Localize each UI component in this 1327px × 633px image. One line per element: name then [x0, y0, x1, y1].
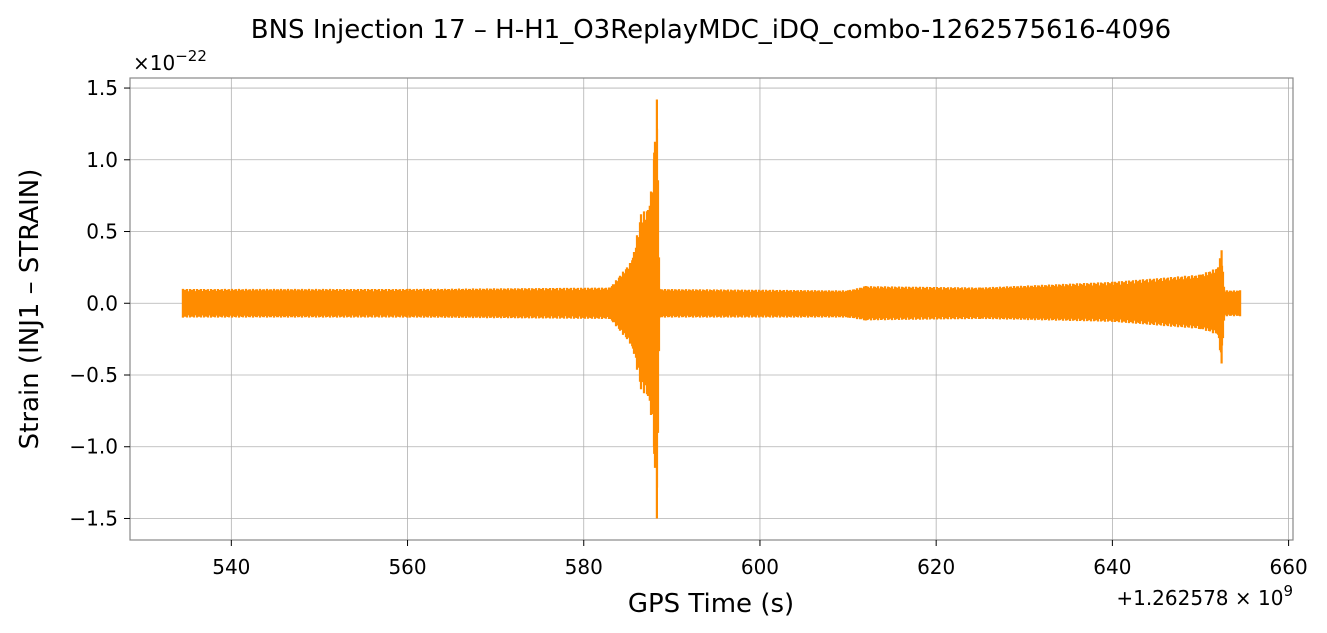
- x-axis-label: GPS Time (s): [628, 589, 794, 619]
- plot-frame: [129, 77, 1294, 541]
- chart-title: BNS Injection 17 – H-H1_O3ReplayMDC_iDQ_…: [251, 15, 1171, 45]
- svg-text:+1.262578 × 109: +1.262578 × 109: [1116, 582, 1293, 610]
- y-tick-label: 0.0: [86, 291, 118, 315]
- y-tick-label: −1.0: [69, 435, 118, 459]
- x-tick-label: 640: [1093, 555, 1131, 579]
- x-offset-label: +1.262578 × 10: [1116, 586, 1283, 610]
- x-tick-label: 600: [741, 555, 779, 579]
- svg-text:×10−22: ×10−22: [133, 47, 207, 75]
- y-tick-label: 1.5: [86, 76, 118, 100]
- x-tick-label: 560: [388, 555, 426, 579]
- y-tick-label: 1.0: [86, 148, 118, 172]
- y-tick-label: −0.5: [69, 363, 118, 387]
- y-scale-label: ×10: [133, 51, 175, 75]
- y-scale-exponent: −22: [175, 47, 207, 65]
- y-tick-label: −1.5: [69, 506, 118, 530]
- x-tick-label: 540: [212, 555, 250, 579]
- x-offset: +1.262578 × 109: [1116, 582, 1293, 610]
- y-axis-label: Strain (INJ1 – STRAIN): [15, 169, 45, 450]
- y-tick-label: 0.5: [86, 220, 118, 244]
- y-scale-factor: ×10−22: [133, 47, 207, 75]
- x-tick-label: 660: [1270, 555, 1308, 579]
- y-axis: 1.5 1.0 0.5 0.0 −0.5 −1.0 −1.5: [69, 76, 130, 530]
- x-offset-exponent: 9: [1283, 582, 1293, 600]
- x-axis: 540 560 580 600 620 640 660: [212, 540, 1308, 579]
- x-tick-label: 620: [917, 555, 955, 579]
- series: [181, 99, 1242, 519]
- x-tick-label: 580: [565, 555, 603, 579]
- strain-trace: [181, 99, 1242, 519]
